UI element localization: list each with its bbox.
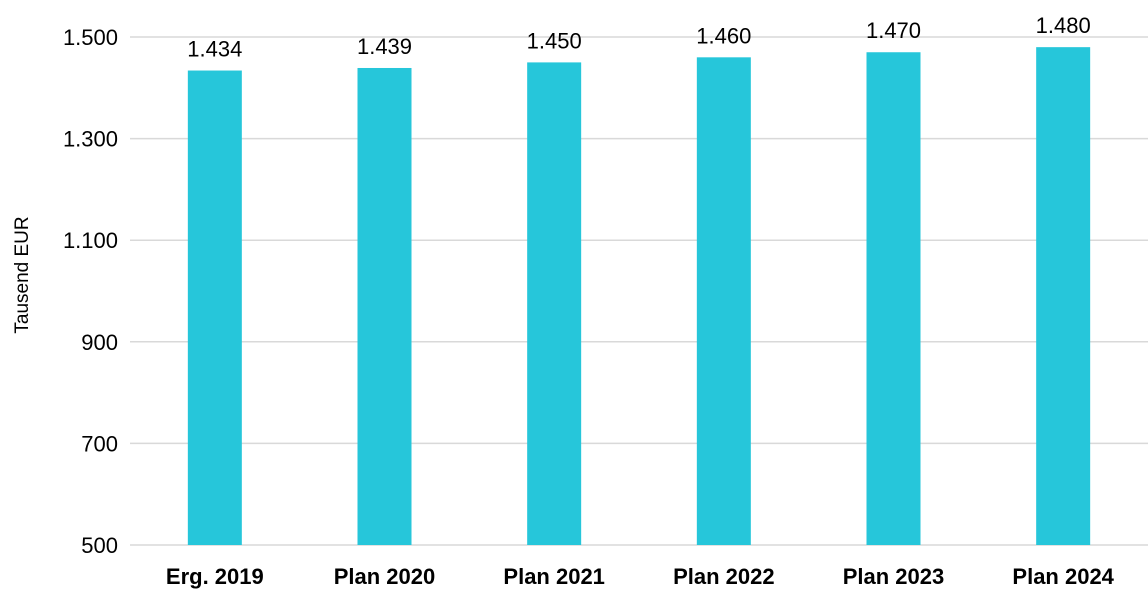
bar [527, 62, 582, 546]
category-label: Erg. 2019 [166, 564, 264, 589]
bars [187, 47, 1091, 546]
x-axis-categories: Erg. 2019 Plan 2020 Plan 2021 Plan 2022 Plan… [166, 564, 1115, 589]
y-tick-label: 1.100 [63, 228, 118, 253]
bar [696, 57, 751, 545]
y-axis-label: Tausend EUR [12, 216, 33, 333]
bar [187, 70, 242, 545]
data-labels: 1.434 1.439 1.450 1.460 1.470 1.480 [187, 13, 1090, 61]
data-label: 1.439 [357, 34, 412, 59]
y-tick-label: 500 [81, 533, 118, 558]
y-tick-label: 1.500 [63, 25, 118, 50]
data-label: 1.470 [866, 18, 921, 43]
bar [357, 67, 412, 545]
category-label: Plan 2024 [1012, 564, 1114, 589]
bar [1036, 47, 1091, 545]
y-tick-label: 1.300 [63, 127, 118, 152]
category-label: Plan 2022 [673, 564, 775, 589]
data-label: 1.434 [187, 37, 242, 62]
y-axis-ticks: 500 700 900 1.100 1.300 1.500 [63, 25, 118, 558]
category-label: Plan 2023 [843, 564, 945, 589]
data-label: 1.450 [527, 28, 582, 53]
bar [866, 52, 921, 546]
data-label: 1.460 [696, 23, 751, 48]
gridlines [130, 36, 1148, 546]
data-label: 1.480 [1036, 13, 1091, 38]
category-label: Plan 2020 [334, 564, 436, 589]
category-label: Plan 2021 [503, 564, 605, 589]
y-tick-label: 700 [81, 431, 118, 456]
y-tick-label: 900 [81, 330, 118, 355]
